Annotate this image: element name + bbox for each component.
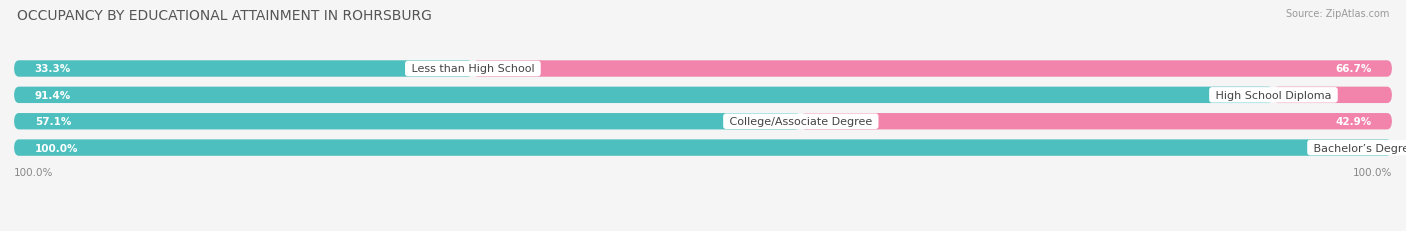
Text: College/Associate Degree: College/Associate Degree	[725, 117, 876, 127]
FancyBboxPatch shape	[14, 140, 1392, 156]
Text: 66.7%: 66.7%	[1334, 64, 1371, 74]
Text: Less than High School: Less than High School	[408, 64, 538, 74]
FancyBboxPatch shape	[14, 61, 1392, 77]
FancyBboxPatch shape	[14, 114, 1392, 130]
FancyBboxPatch shape	[14, 87, 1392, 103]
Text: 91.4%: 91.4%	[35, 91, 70, 100]
Text: OCCUPANCY BY EDUCATIONAL ATTAINMENT IN ROHRSBURG: OCCUPANCY BY EDUCATIONAL ATTAINMENT IN R…	[17, 9, 432, 23]
FancyBboxPatch shape	[14, 140, 1392, 156]
Text: 42.9%: 42.9%	[1336, 117, 1371, 127]
Text: 100.0%: 100.0%	[1353, 168, 1392, 178]
FancyBboxPatch shape	[14, 114, 801, 130]
FancyBboxPatch shape	[14, 61, 472, 77]
Text: Source: ZipAtlas.com: Source: ZipAtlas.com	[1285, 9, 1389, 19]
FancyBboxPatch shape	[1274, 87, 1392, 103]
FancyBboxPatch shape	[14, 87, 1274, 103]
Text: 33.3%: 33.3%	[35, 64, 70, 74]
Text: 100.0%: 100.0%	[35, 143, 79, 153]
FancyBboxPatch shape	[801, 114, 1392, 130]
FancyBboxPatch shape	[472, 61, 1392, 77]
Text: High School Diploma: High School Diploma	[1212, 91, 1334, 100]
Text: Bachelor’s Degree or higher: Bachelor’s Degree or higher	[1310, 143, 1406, 153]
Text: 100.0%: 100.0%	[14, 168, 53, 178]
Text: 57.1%: 57.1%	[35, 117, 72, 127]
